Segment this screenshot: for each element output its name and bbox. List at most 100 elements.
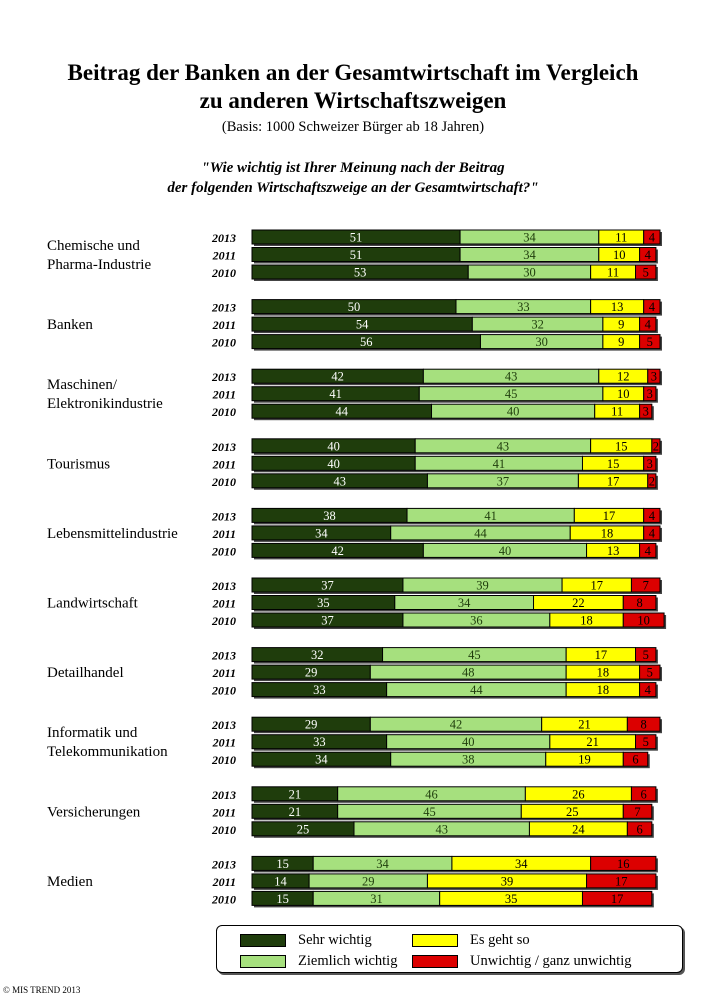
- category-group: Maschinen/Elektronikindustrie 2013 42 43 12 3…: [47, 368, 662, 421]
- bar-value-label: 34: [315, 753, 328, 767]
- bar-value-label: 6: [641, 787, 647, 801]
- bar-value-label: 45: [423, 805, 436, 819]
- copyright-notice: © MIS TREND 2013: [3, 985, 81, 995]
- bar-value-label: 15: [615, 439, 628, 453]
- year-label: 2010: [211, 823, 236, 837]
- bar-segment: [622, 751, 649, 767]
- year-label: 2010: [211, 475, 236, 489]
- category-label: Elektronikindustrie: [47, 396, 163, 412]
- bar-value-label: 30: [523, 266, 536, 280]
- bar-value-label: 15: [276, 892, 289, 906]
- year-label: 2013: [211, 301, 236, 315]
- bar-value-label: 4: [645, 248, 652, 262]
- year-label: 2011: [212, 597, 236, 611]
- bar-value-label: 5: [643, 648, 649, 662]
- year-label: 2013: [211, 370, 236, 384]
- bar-value-label: 37: [321, 579, 334, 593]
- bar-segment: [581, 890, 653, 906]
- bar-value-label: 7: [643, 579, 649, 593]
- bar-value-label: 35: [317, 596, 330, 610]
- bar-value-label: 36: [470, 614, 483, 628]
- bar-value-label: 21: [578, 718, 591, 732]
- bar-segment: [639, 334, 661, 350]
- category-group: Versicherungen 2013 21 46 26 6 2011 21 45 25 7 2010…: [47, 786, 658, 838]
- bar-value-label: 37: [497, 474, 510, 488]
- legend-swatch-ziemlich-wichtig: [240, 954, 286, 968]
- category-group: Chemische und Pharma-Industrie 2013 51 34 11 4…: [47, 229, 662, 281]
- bar-segment: [639, 542, 657, 558]
- bar-value-label: 39: [476, 579, 489, 593]
- category-label: Medien: [47, 874, 93, 890]
- bar-segment: [590, 855, 657, 871]
- bar-value-label: 30: [535, 335, 548, 349]
- bar-value-label: 25: [297, 822, 310, 836]
- category-label: Versicherungen: [47, 804, 141, 820]
- bar-value-label: 17: [595, 648, 608, 662]
- category-label: Maschinen/: [47, 377, 118, 393]
- category-label: Banken: [47, 317, 93, 333]
- bar-value-label: 2: [649, 474, 655, 488]
- bar-value-label: 22: [572, 596, 585, 610]
- year-label: 2011: [212, 249, 236, 263]
- bar-value-label: 10: [613, 248, 626, 262]
- bar-segment: [647, 473, 657, 489]
- category-label: Landwirtschaft: [47, 596, 139, 612]
- bar-value-label: 34: [315, 526, 328, 540]
- bar-value-label: 34: [376, 857, 389, 871]
- category-label: Chemische und: [47, 238, 140, 254]
- category-label: Detailhandel: [47, 665, 124, 681]
- bar-value-label: 32: [311, 648, 324, 662]
- bar-value-label: 11: [615, 231, 627, 245]
- bar-segment: [635, 264, 657, 280]
- year-label: 2010: [211, 266, 236, 280]
- bar-value-label: 43: [333, 474, 346, 488]
- bar-value-label: 17: [611, 892, 624, 906]
- bar-value-label: 3: [647, 457, 653, 471]
- year-label: 2011: [212, 527, 236, 541]
- bar-value-label: 17: [607, 474, 620, 488]
- bar-segment: [639, 316, 657, 332]
- bar-value-label: 44: [474, 526, 487, 540]
- year-label: 2011: [212, 666, 236, 680]
- bar-value-label: 41: [329, 387, 342, 401]
- bar-value-label: 10: [637, 614, 650, 628]
- bar-segment: [630, 786, 657, 802]
- year-label: 2013: [211, 718, 236, 732]
- year-label: 2011: [212, 736, 236, 750]
- year-label: 2010: [211, 544, 236, 558]
- bar-value-label: 8: [641, 718, 647, 732]
- bar-value-label: 15: [276, 857, 289, 871]
- bar-value-label: 42: [331, 370, 344, 384]
- chart-subtitle: (Basis: 1000 Schweizer Bürger ab 18 Jahr…: [221, 119, 485, 135]
- legend-item-ziemlich-wichtig: Ziemlich wichtig: [240, 953, 397, 969]
- year-label: 2013: [211, 440, 236, 454]
- category-group: Detailhandel 2013 32 45 17 5 2011 29 48 18 5 2010 33…: [47, 647, 662, 699]
- bar-value-label: 31: [370, 892, 383, 906]
- bar-value-label: 43: [497, 439, 510, 453]
- bar-value-label: 51: [350, 231, 363, 245]
- category-group: Tourismus 2013 40 43 15 2 2011 40 41 15 3 2010 43 37 1…: [47, 438, 662, 490]
- bar-value-label: 6: [636, 822, 642, 836]
- bar-value-label: 38: [462, 753, 475, 767]
- bar-segment: [639, 403, 653, 419]
- bar-value-label: 44: [470, 683, 483, 697]
- bar-value-label: 4: [645, 318, 652, 332]
- bar-value-label: 5: [647, 666, 653, 680]
- category-label: Telekommunikation: [47, 744, 168, 760]
- legend-label-sehr-wichtig: Sehr wichtig: [298, 931, 372, 948]
- bar-value-label: 3: [643, 405, 649, 419]
- year-label: 2010: [211, 753, 236, 767]
- bar-value-label: 5: [647, 335, 653, 349]
- bar-value-label: 6: [632, 753, 638, 767]
- bar-segment: [639, 682, 657, 698]
- bar-value-label: 13: [607, 544, 620, 558]
- bar-segment: [626, 716, 661, 732]
- bar-value-label: 4: [645, 544, 652, 558]
- bar-segment: [643, 386, 657, 402]
- bar-value-label: 16: [617, 857, 630, 871]
- bar-value-label: 4: [649, 509, 656, 523]
- bar-value-label: 4: [645, 683, 652, 697]
- bar-value-label: 53: [354, 266, 367, 280]
- year-label: 2010: [211, 336, 236, 350]
